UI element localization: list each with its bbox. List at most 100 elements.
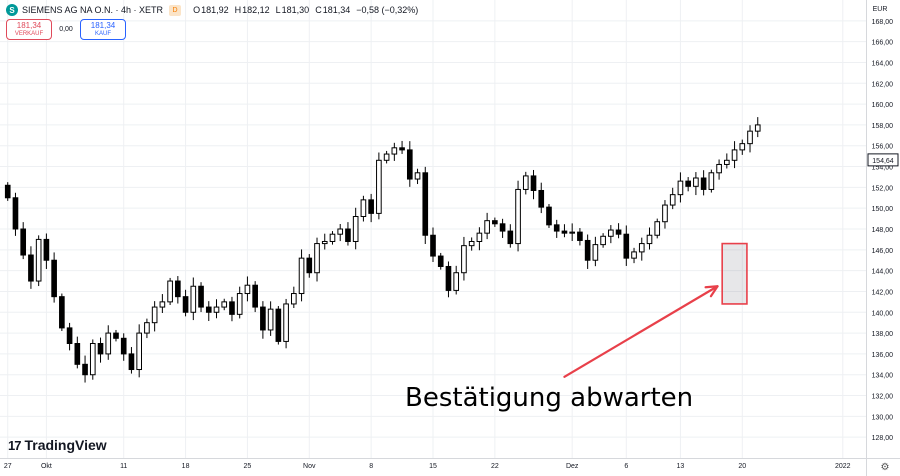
settings-gear-icon[interactable]: ⚙ (880, 461, 890, 473)
candle-body (182, 296, 189, 313)
interval-label[interactable]: 4h (121, 5, 132, 15)
x-tick-label: 6 (624, 463, 628, 470)
candle-body (546, 206, 552, 226)
candle-body (724, 159, 730, 165)
candle-body (368, 199, 374, 214)
candle-body (213, 306, 220, 313)
symbol-legend[interactable]: S SIEMENS AG NA O.N. · 4h · XETR D O 181,… (6, 3, 418, 17)
candle-body (492, 220, 498, 225)
trade-buttons: 181,34 VERKAUF 0,00 181,34 KAUF (6, 19, 126, 40)
candle-body (569, 231, 575, 234)
candle-body (561, 230, 568, 234)
candle-body (577, 231, 583, 241)
candle-body (685, 180, 691, 187)
candle-body (592, 244, 599, 261)
currency-selector[interactable]: EUR (872, 5, 888, 13)
legend-separator: · (113, 5, 122, 15)
y-tick-label: 168,00 (872, 19, 894, 26)
candle-body (731, 149, 738, 161)
y-tick-label: 138,00 (872, 331, 894, 338)
candle-body (623, 233, 630, 259)
candle-body (453, 272, 460, 291)
symbol-title[interactable]: SIEMENS AG NA O.N. (22, 5, 114, 15)
last-price-label: 154,64 (872, 158, 894, 165)
open-label: O (193, 5, 201, 15)
candle-body (298, 257, 305, 295)
candle-body (461, 245, 467, 274)
candle-body (144, 322, 150, 334)
sell-button[interactable]: 181,34 VERKAUF (6, 19, 52, 40)
candle-body (175, 280, 181, 298)
candle-body (414, 172, 421, 180)
candlestick-series (4, 117, 761, 383)
y-tick-label: 150,00 (872, 206, 894, 213)
candle-body (167, 280, 173, 303)
exchange-label: XETR (139, 5, 164, 15)
candle-body (43, 238, 50, 261)
delay-badge[interactable]: D (169, 4, 182, 16)
y-tick-label: 156,00 (872, 144, 894, 151)
high-label: H (234, 5, 242, 15)
candle-body (515, 188, 521, 245)
y-tick-label: 164,00 (872, 60, 894, 67)
candle-body (376, 159, 382, 214)
buy-label: KAUF (94, 30, 111, 37)
candle-body (499, 223, 506, 232)
legend-separator: · (131, 5, 140, 15)
candle-body (646, 234, 653, 245)
candle-body (662, 204, 668, 223)
x-tick-label: 2022 (835, 463, 851, 470)
x-tick-label: 18 (182, 463, 190, 470)
highlight-box (721, 242, 748, 305)
candle-body (59, 296, 65, 329)
candle-body (35, 238, 42, 282)
y-tick-label: 152,00 (872, 185, 894, 192)
buy-button[interactable]: 181,34 KAUF (80, 19, 126, 40)
y-tick-label: 130,00 (872, 414, 894, 421)
y-tick-label: 160,00 (872, 102, 894, 109)
siemens-logo-icon: S (6, 4, 18, 16)
candle-body (105, 332, 112, 355)
candle-body (654, 221, 661, 236)
y-tick-label: 136,00 (872, 352, 894, 359)
x-tick-label: 25 (244, 463, 252, 470)
y-tick-label: 166,00 (872, 40, 894, 47)
candle-body (530, 175, 537, 191)
candle-body (128, 353, 135, 371)
candle-body (754, 124, 761, 132)
tradingview-watermark: 17 TradingView (8, 437, 107, 453)
candle-body (159, 301, 166, 308)
buy-price: 181,34 (90, 20, 116, 30)
y-tick-label: 134,00 (872, 373, 894, 380)
candle-body (507, 230, 514, 245)
candle-body (329, 233, 336, 242)
close-label: C (315, 5, 322, 15)
low-label: L (275, 5, 281, 15)
candle-body (267, 308, 274, 331)
candle-body (74, 343, 81, 365)
annotation-arrow (563, 285, 719, 378)
candle-body (406, 149, 413, 180)
candle-body (739, 143, 746, 151)
candle-body (693, 177, 699, 187)
x-tick-label: 13 (677, 463, 685, 470)
candle-body (700, 177, 707, 190)
candle-body (669, 194, 676, 206)
candle-body (221, 301, 228, 308)
x-tick-label: 22 (491, 463, 499, 470)
candle-body (260, 306, 266, 331)
candle-body (151, 306, 158, 324)
candle-body (352, 216, 359, 242)
y-tick-label: 144,00 (872, 269, 894, 276)
candle-body (708, 172, 715, 190)
candle-body (337, 228, 344, 235)
candle-body (291, 293, 297, 305)
candle-body (82, 363, 88, 376)
candle-body (468, 240, 475, 247)
x-tick-label: Dez (566, 463, 579, 470)
candle-body (716, 163, 722, 174)
y-tick-label: 146,00 (872, 248, 894, 255)
candle-body (484, 220, 490, 234)
